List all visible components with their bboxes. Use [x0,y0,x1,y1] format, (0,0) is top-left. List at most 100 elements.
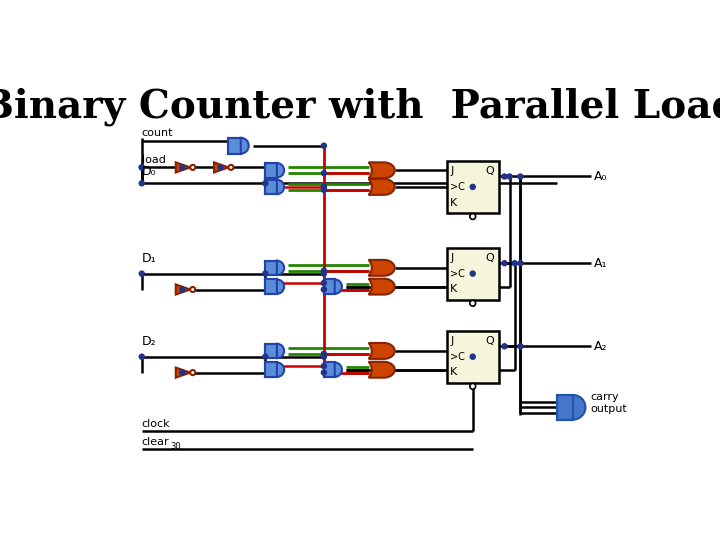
Circle shape [470,383,476,389]
Circle shape [228,165,233,170]
Circle shape [321,143,326,148]
Circle shape [470,300,476,306]
Bar [266,343,277,358]
Polygon shape [369,260,395,276]
Circle shape [139,181,144,186]
Text: carry
output: carry output [590,392,627,414]
Text: >C: >C [450,268,465,279]
Circle shape [518,261,523,266]
Bar [266,261,277,275]
Circle shape [512,261,517,266]
Circle shape [321,184,326,190]
Circle shape [321,370,326,375]
Wedge shape [277,279,284,294]
Bar [266,180,277,194]
Circle shape [321,271,326,276]
Wedge shape [277,261,284,275]
Circle shape [180,165,185,170]
Circle shape [470,184,475,190]
Circle shape [502,261,507,266]
Text: Q: Q [486,336,495,346]
Wedge shape [277,163,284,178]
Circle shape [263,271,268,276]
Text: Q: Q [486,166,495,176]
Text: A₀: A₀ [594,170,608,183]
Circle shape [139,165,144,170]
Text: clear: clear [142,437,169,447]
Text: J: J [450,253,454,263]
Polygon shape [369,279,395,294]
Bar [557,395,573,420]
Text: clock: clock [142,419,171,429]
Polygon shape [369,343,395,359]
Text: D₁: D₁ [142,252,156,265]
Polygon shape [369,163,395,178]
Text: 30: 30 [170,442,181,451]
Circle shape [502,344,507,349]
Text: K: K [450,198,458,207]
Text: J: J [450,336,454,346]
Text: D₀: D₀ [142,165,156,178]
Text: A₂: A₂ [594,340,608,353]
Wedge shape [573,395,585,420]
Circle shape [321,352,326,356]
Circle shape [470,354,475,359]
Text: Q: Q [486,253,495,263]
Circle shape [180,370,185,375]
Bar [324,362,335,377]
Circle shape [321,187,326,192]
Bar [266,279,277,294]
Circle shape [263,354,268,359]
Circle shape [190,287,195,292]
Wedge shape [277,362,284,377]
Wedge shape [277,343,284,358]
Circle shape [502,174,507,179]
Bar [446,330,499,383]
Circle shape [321,287,326,292]
Circle shape [218,165,223,170]
Wedge shape [335,279,342,294]
Circle shape [321,171,326,176]
Bar [324,279,335,294]
Bar [228,138,240,154]
Bar [446,248,499,300]
Polygon shape [369,362,395,377]
Text: load: load [142,155,166,165]
Circle shape [507,174,512,179]
Text: Binary Counter with  Parallel Load: Binary Counter with Parallel Load [0,88,720,126]
Circle shape [190,165,195,170]
Polygon shape [369,179,395,195]
Circle shape [180,287,185,292]
Text: >C: >C [450,352,465,362]
Circle shape [518,174,523,179]
Circle shape [190,370,195,375]
Polygon shape [176,163,190,172]
Circle shape [139,354,144,359]
Bar [266,163,277,178]
Wedge shape [335,362,342,377]
Wedge shape [240,138,248,154]
Text: K: K [450,367,458,377]
Text: >C: >C [450,182,465,192]
Circle shape [139,165,144,170]
Circle shape [321,354,326,359]
Text: D₂: D₂ [142,335,156,348]
Circle shape [321,280,326,286]
Polygon shape [176,285,190,294]
Bar [446,161,499,213]
Circle shape [518,344,523,349]
Circle shape [263,181,268,186]
Polygon shape [176,368,190,377]
Text: count: count [142,129,174,138]
Text: A₁: A₁ [594,256,608,269]
Wedge shape [277,180,284,194]
Text: J: J [450,166,454,176]
Bar [266,362,277,377]
Circle shape [470,214,476,219]
Circle shape [139,271,144,276]
Polygon shape [214,163,228,172]
Circle shape [321,268,326,273]
Text: K: K [450,284,458,294]
Circle shape [321,363,326,369]
Circle shape [470,271,475,276]
